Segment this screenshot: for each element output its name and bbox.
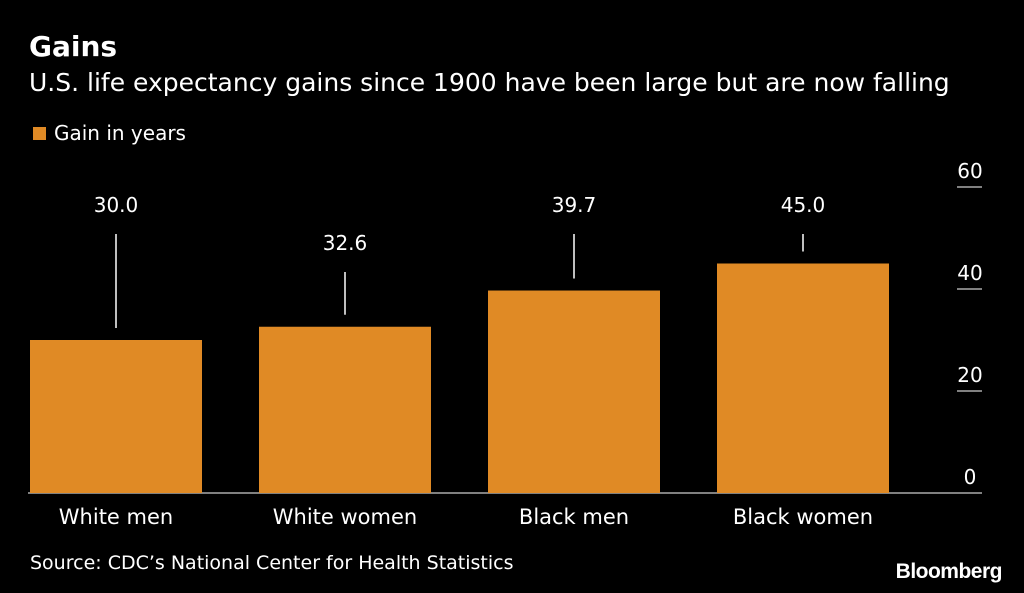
chart-title: Gains	[29, 30, 118, 63]
bar	[488, 290, 660, 493]
data-label: 39.7	[552, 193, 597, 217]
y-tick-label: 60	[957, 159, 982, 183]
category-label: White women	[273, 505, 417, 529]
category-label: White men	[59, 505, 173, 529]
data-label: 30.0	[94, 193, 139, 217]
data-label: 45.0	[781, 193, 826, 217]
data-label: 32.6	[323, 231, 368, 255]
y-tick-label: 20	[957, 363, 982, 387]
bar	[30, 340, 202, 493]
legend-label: Gain in years	[54, 121, 186, 145]
category-label: Black men	[519, 505, 629, 529]
source-note: Source: CDC’s National Center for Health…	[30, 552, 514, 574]
y-tick-label: 40	[957, 261, 982, 285]
legend: Gain in years	[33, 121, 186, 145]
brand-logo: Bloomberg	[895, 560, 1003, 583]
legend-swatch	[33, 126, 46, 140]
category-label: Black women	[733, 505, 873, 529]
bar	[259, 326, 431, 493]
y-tick-label: 0	[964, 465, 977, 489]
chart-subtitle: U.S. life expectancy gains since 1900 ha…	[29, 68, 950, 97]
bar	[717, 263, 889, 493]
